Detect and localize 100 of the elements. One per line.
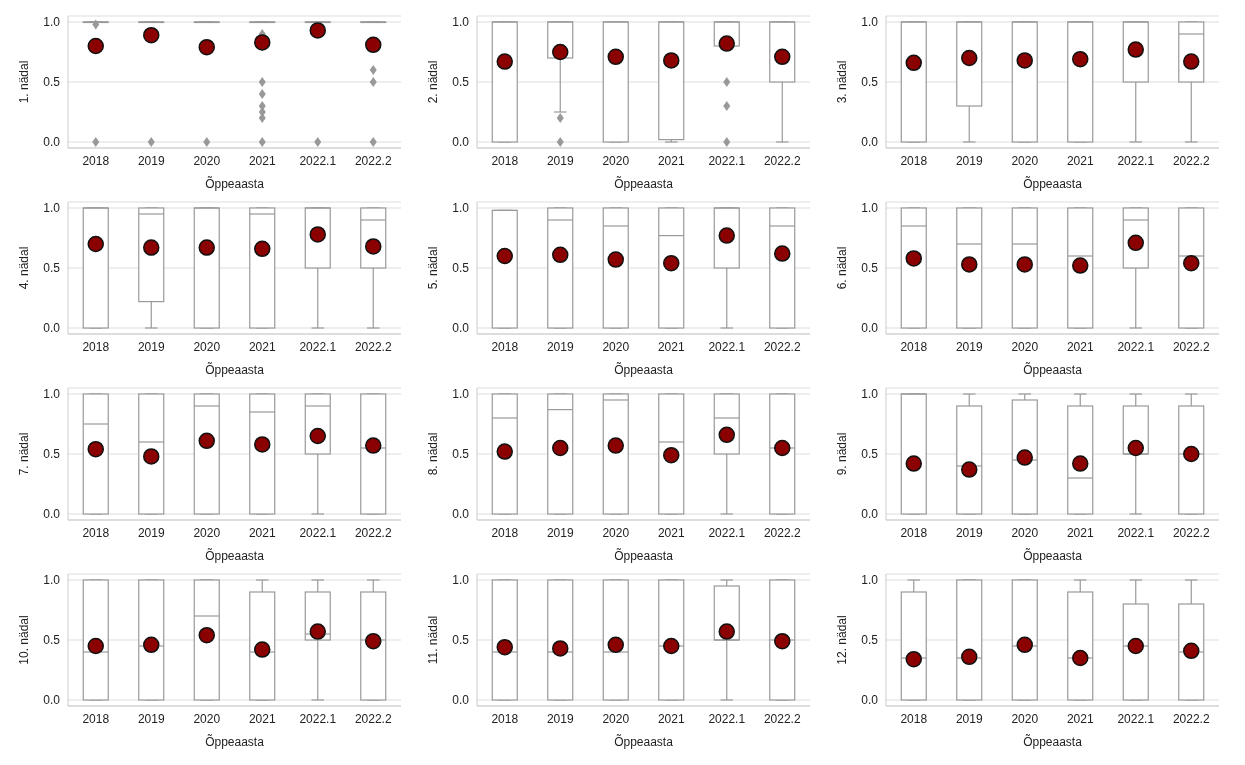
x-tick-label: 2019 — [955, 525, 983, 540]
y-axis-title: 8. nädal — [426, 432, 441, 476]
y-tick-label: 1.0 — [43, 201, 61, 216]
y-axis-title: 1. nädal — [17, 60, 32, 104]
x-tick-label: 2022.1 — [1117, 711, 1155, 726]
x-tick-label: 2020 — [1011, 153, 1039, 168]
x-tick-label: 2018 — [491, 711, 519, 726]
x-tick-label: 2020 — [193, 339, 221, 354]
x-tick-label: 2021 — [1066, 339, 1094, 354]
x-tick-label: 2022.2 — [763, 339, 801, 354]
x-tick-label: 2019 — [137, 153, 165, 168]
x-tick-label: 2022.1 — [708, 711, 746, 726]
x-tick-label: 2022.1 — [708, 525, 746, 540]
x-axis-title: Õppeaasta — [1023, 176, 1083, 191]
y-axis-title: 7. nädal — [17, 432, 32, 476]
x-tick-label: 2022.2 — [1172, 153, 1210, 168]
x-tick-label: 2020 — [602, 153, 630, 168]
y-axis-title: 12. nädal — [835, 615, 850, 665]
x-axis-title: Õppeaasta — [614, 734, 674, 749]
y-tick-label: 0.5 — [861, 447, 879, 462]
x-tick-label: 2021 — [1066, 525, 1094, 540]
y-tick-label: 1.0 — [452, 573, 470, 588]
x-tick-label: 2020 — [193, 711, 221, 726]
x-tick-label: 2022.2 — [1172, 711, 1210, 726]
y-tick-label: 0.0 — [43, 507, 61, 522]
x-tick-label: 2021 — [1066, 153, 1094, 168]
y-axis-title: 5. nädal — [426, 246, 441, 290]
y-tick-label: 0.0 — [861, 135, 879, 150]
y-tick-label: 1.0 — [452, 15, 470, 30]
x-tick-label: 2020 — [1011, 339, 1039, 354]
y-tick-label: 0.5 — [452, 633, 470, 648]
y-axis-title: 2. nädal — [426, 60, 441, 104]
x-tick-label: 2018 — [82, 339, 110, 354]
y-tick-label: 0.5 — [452, 447, 470, 462]
y-tick-label: 1.0 — [43, 573, 61, 588]
y-tick-label: 0.5 — [43, 261, 61, 276]
x-tick-label: 2019 — [546, 339, 574, 354]
x-axis-title: Õppeaasta — [1023, 362, 1083, 377]
x-tick-label: 2019 — [137, 711, 165, 726]
y-axis-title: 11. nädal — [426, 615, 441, 665]
x-tick-label: 2019 — [955, 339, 983, 354]
x-tick-label: 2022.1 — [1117, 339, 1155, 354]
y-tick-label: 0.0 — [43, 693, 61, 708]
x-tick-label: 2022.2 — [1172, 339, 1210, 354]
x-tick-label: 2022.2 — [354, 525, 392, 540]
x-tick-label: 2021 — [657, 339, 685, 354]
y-tick-label: 0.5 — [43, 447, 61, 462]
x-tick-label: 2022.1 — [299, 525, 337, 540]
y-tick-label: 0.0 — [43, 321, 61, 336]
x-tick-label: 2019 — [546, 153, 574, 168]
x-axis-title: Õppeaasta — [205, 176, 265, 191]
x-tick-label: 2022.2 — [354, 711, 392, 726]
y-tick-label: 1.0 — [861, 573, 879, 588]
x-axis-title: Õppeaasta — [1023, 548, 1083, 563]
y-tick-label: 0.0 — [43, 135, 61, 150]
x-tick-label: 2022.1 — [1117, 525, 1155, 540]
y-tick-label: 0.5 — [861, 261, 879, 276]
y-tick-label: 1.0 — [861, 15, 879, 30]
x-tick-label: 2018 — [900, 711, 928, 726]
y-tick-label: 0.0 — [861, 321, 879, 336]
y-tick-label: 0.0 — [861, 693, 879, 708]
y-tick-label: 0.5 — [861, 633, 879, 648]
y-tick-label: 0.5 — [452, 75, 470, 90]
x-tick-label: 2022.2 — [763, 525, 801, 540]
x-tick-label: 2018 — [900, 153, 928, 168]
y-tick-label: 1.0 — [452, 201, 470, 216]
x-axis-title: Õppeaasta — [1023, 734, 1083, 749]
x-tick-label: 2022.2 — [354, 339, 392, 354]
y-axis-title: 10. nädal — [17, 615, 32, 665]
y-tick-label: 0.5 — [43, 633, 61, 648]
y-axis-title: 4. nädal — [17, 246, 32, 290]
x-tick-label: 2018 — [900, 525, 928, 540]
y-tick-label: 1.0 — [861, 387, 879, 402]
x-tick-label: 2019 — [137, 525, 165, 540]
y-tick-label: 1.0 — [861, 201, 879, 216]
x-tick-label: 2021 — [248, 525, 276, 540]
x-tick-label: 2020 — [1011, 711, 1039, 726]
x-tick-label: 2021 — [657, 525, 685, 540]
x-tick-label: 2020 — [602, 339, 630, 354]
x-axis-title: Õppeaasta — [205, 362, 265, 377]
x-tick-label: 2022.2 — [763, 711, 801, 726]
x-tick-label: 2022.2 — [763, 153, 801, 168]
y-tick-label: 1.0 — [43, 15, 61, 30]
y-tick-label: 0.5 — [43, 75, 61, 90]
x-tick-label: 2022.1 — [299, 339, 337, 354]
x-tick-label: 2019 — [546, 711, 574, 726]
y-tick-label: 1.0 — [43, 387, 61, 402]
y-tick-label: 0.5 — [452, 261, 470, 276]
x-axis-title: Õppeaasta — [205, 734, 265, 749]
y-tick-label: 0.0 — [452, 693, 470, 708]
x-tick-label: 2020 — [602, 711, 630, 726]
x-tick-label: 2020 — [193, 525, 221, 540]
y-axis-title: 3. nädal — [835, 60, 850, 104]
y-axis-title: 9. nädal — [835, 432, 850, 476]
x-tick-label: 2020 — [1011, 525, 1039, 540]
x-axis-title: Õppeaasta — [614, 176, 674, 191]
x-axis-title: Õppeaasta — [614, 548, 674, 563]
x-tick-label: 2022.1 — [708, 339, 746, 354]
x-tick-label: 2019 — [546, 525, 574, 540]
y-axis-title: 6. nädal — [835, 246, 850, 290]
